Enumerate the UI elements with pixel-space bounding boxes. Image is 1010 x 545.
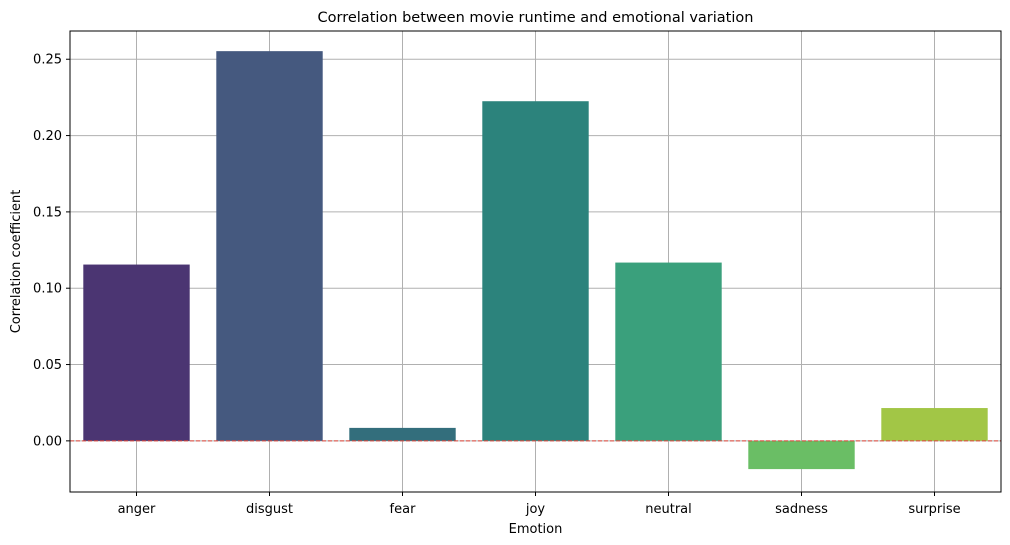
y-tick-label: 0.05 [33,358,62,373]
bar-fear [349,427,456,441]
x-tick-label-sadness: sadness [775,502,828,517]
x-tick-label-surprise: surprise [908,502,960,517]
bar-sadness [748,440,855,470]
x-axis-label: Emotion [509,522,563,537]
y-tick-label: 0.20 [33,129,62,144]
x-tick-label-neutral: neutral [645,502,692,517]
x-axis-ticks: anger disgust fear joy neutral sadness surpris… [118,492,961,517]
y-tick-label: 0.10 [33,282,62,297]
bar-joy [482,101,589,441]
bars [83,51,988,470]
x-tick-label-joy: joy [525,502,546,517]
chart-title: Correlation between movie runtime and em… [318,10,754,26]
y-tick-label: 0.25 [33,53,62,68]
y-axis-ticks: 0.00 0.05 0.10 0.15 0.20 0.25 [33,53,70,449]
bar-disgust [216,51,323,441]
x-tick-label-disgust: disgust [246,502,293,517]
bar-neutral [615,262,722,441]
y-axis-label: Correlation coefficient [9,190,24,334]
x-tick-label-anger: anger [118,502,156,517]
bar-anger [83,264,190,441]
y-tick-label: 0.00 [33,434,62,449]
x-tick-label-fear: fear [390,502,417,517]
y-tick-label: 0.15 [33,205,62,220]
bar-surprise [881,408,988,441]
